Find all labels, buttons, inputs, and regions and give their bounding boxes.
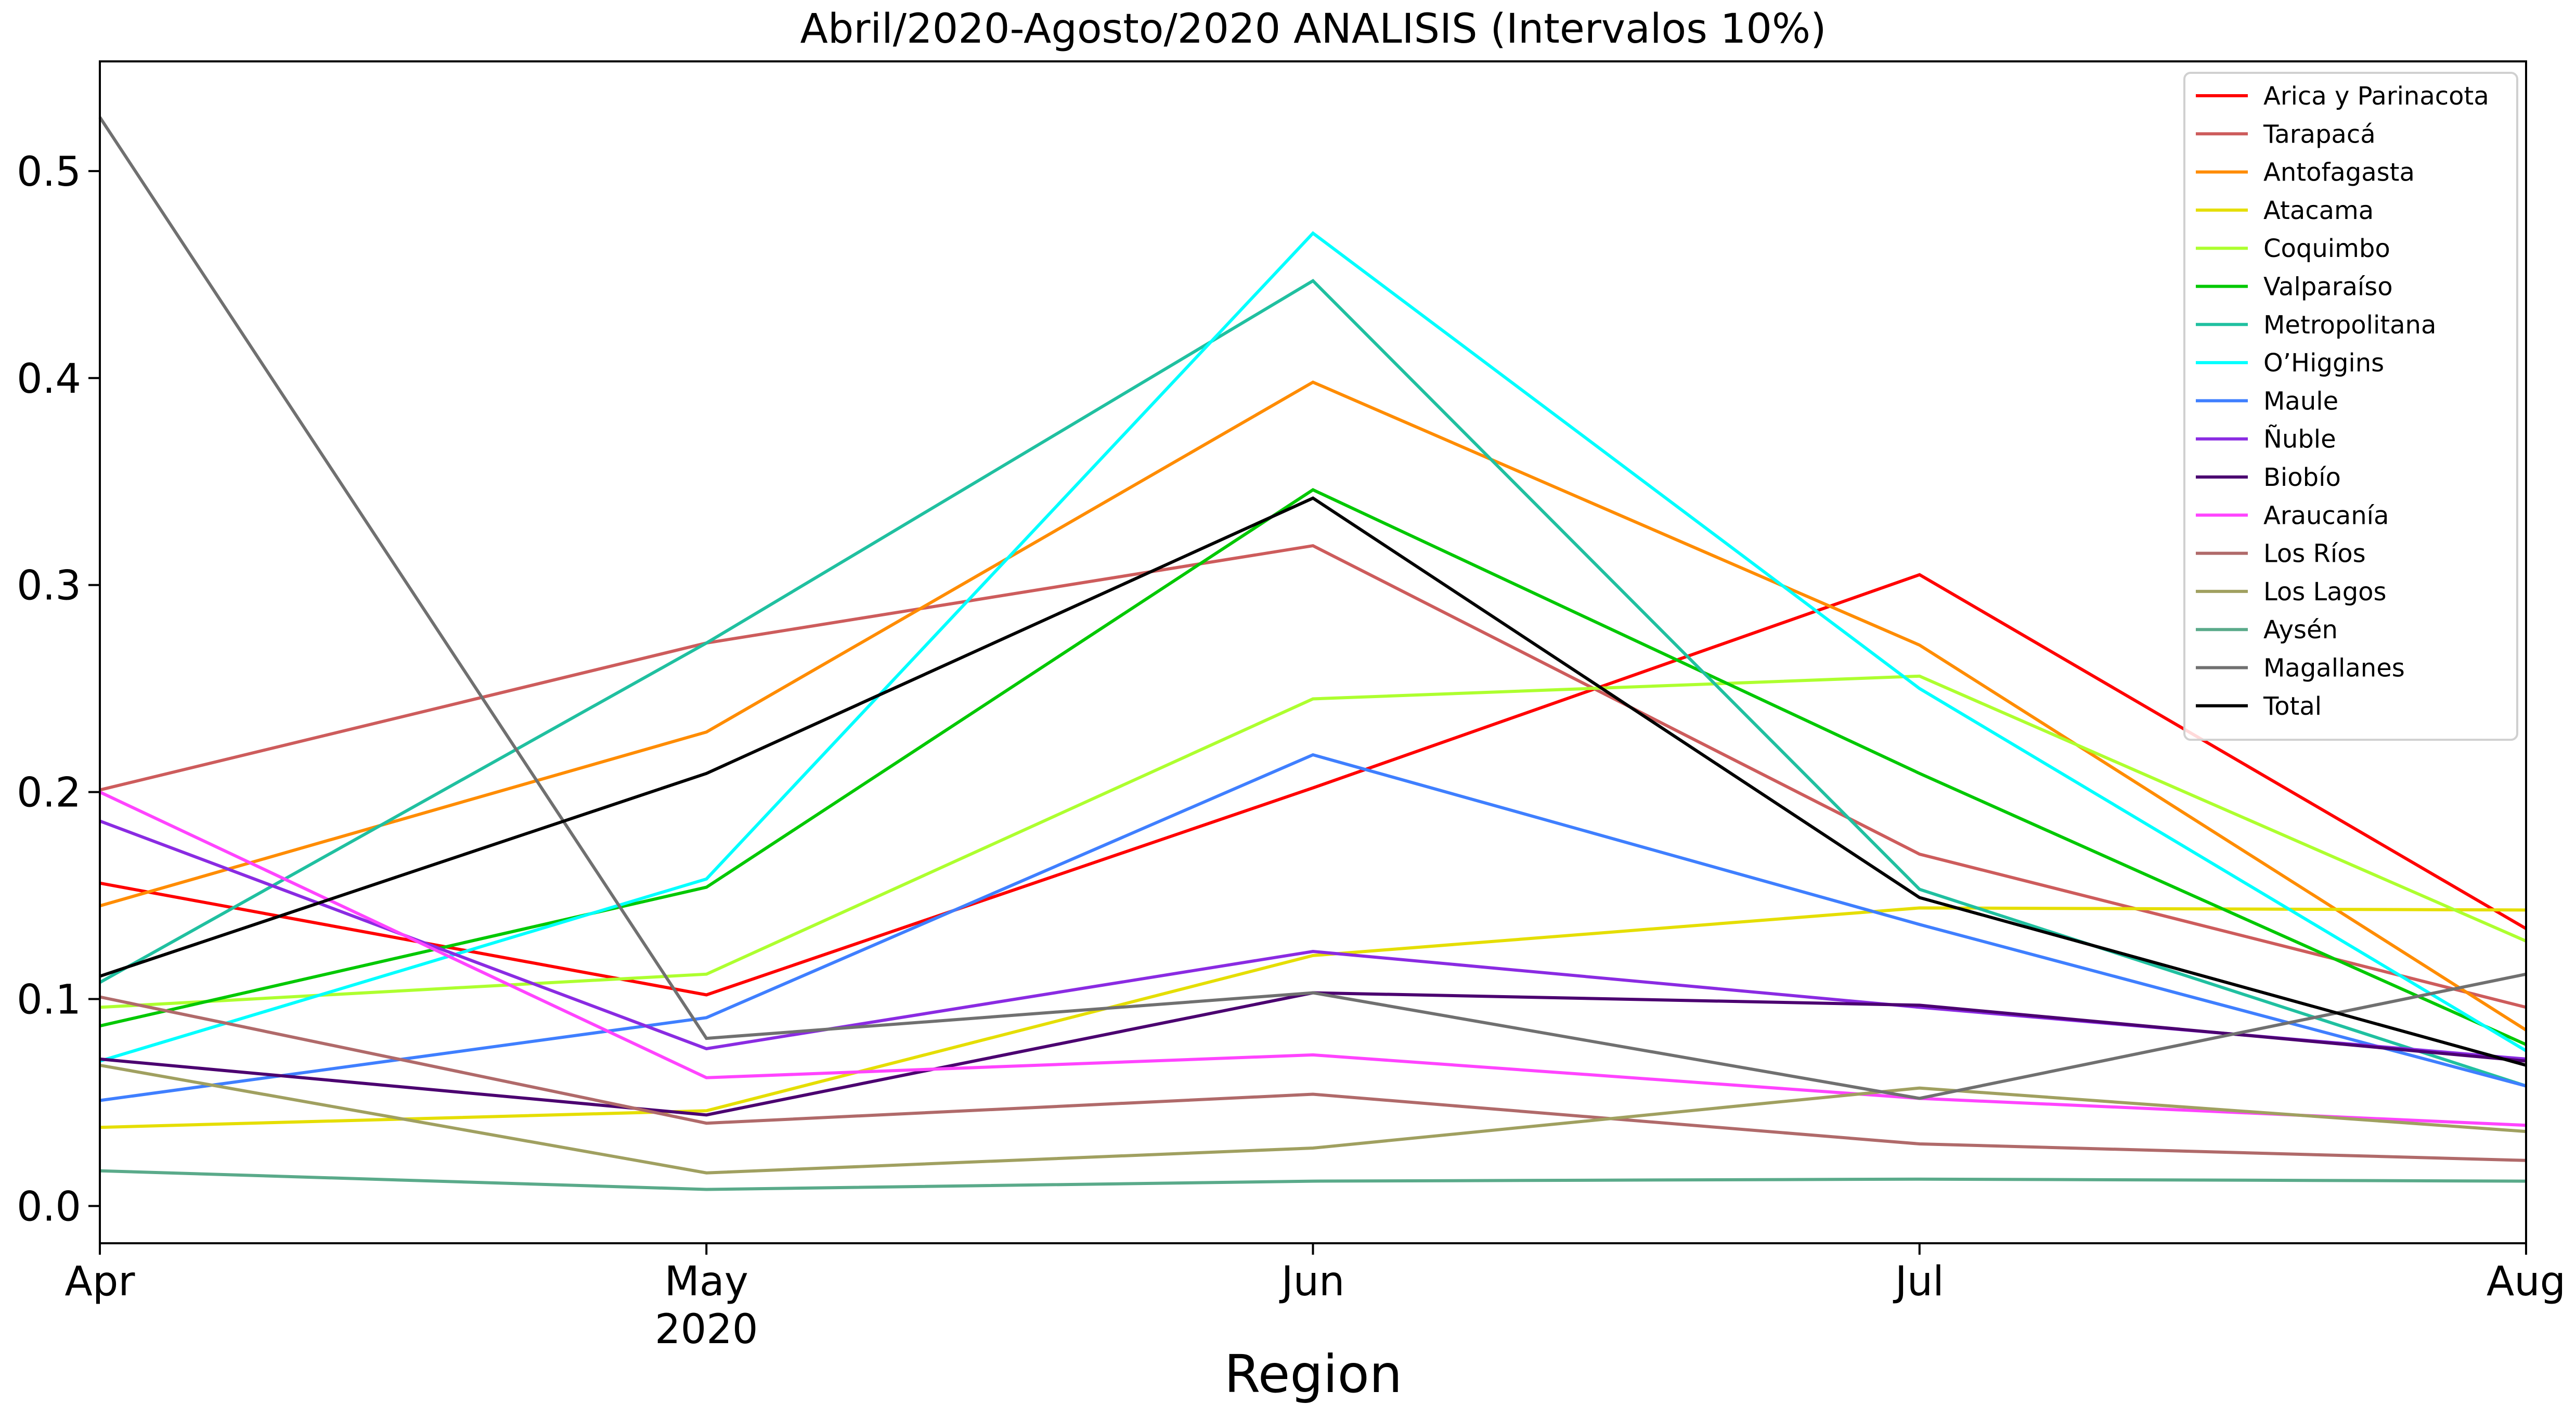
legend-label: Arica y Parinacota <box>2263 82 2489 111</box>
x-year-label: 2020 <box>655 1306 758 1353</box>
y-tick-label: 0.2 <box>17 770 81 817</box>
legend-label: Aysén <box>2263 615 2338 645</box>
x-tick-label: Aug <box>2487 1258 2566 1305</box>
legend-label: Biobío <box>2263 463 2341 492</box>
legend-label: Valparaíso <box>2263 273 2393 302</box>
legend-label: Maule <box>2263 387 2338 416</box>
legend-label: Metropolitana <box>2263 311 2436 340</box>
x-tick-label: Jun <box>1279 1258 1345 1305</box>
legend-label: O’Higgins <box>2263 349 2384 378</box>
legend-label: Tarapacá <box>2263 120 2376 149</box>
legend-label: Ñuble <box>2263 425 2336 454</box>
x-tick-label: Apr <box>65 1258 136 1305</box>
legend-label: Coquimbo <box>2263 234 2390 263</box>
legend-label: Araucanía <box>2263 501 2389 530</box>
legend-label: Antofagasta <box>2263 158 2415 187</box>
axes-layer: 0.0 0.1 0.2 0.3 0.4 0.5 Apr May Jun Jul Aug 2020 <box>17 149 2566 1353</box>
chart-title: Abril/2020-Agosto/2020 ANALISIS (Interva… <box>800 6 1826 53</box>
x-tick-label: Jul <box>1893 1258 1944 1305</box>
legend-label: Atacama <box>2263 196 2374 225</box>
y-tick-label: 0.0 <box>17 1183 81 1230</box>
y-tick-label: 0.4 <box>17 356 81 403</box>
x-tick-label: May <box>665 1258 748 1305</box>
legend-label: Total <box>2263 692 2322 721</box>
legend: Arica y Parinacota Tarapacá Antofagasta Ata… <box>2183 72 2518 741</box>
legend-label: Los Lagos <box>2263 577 2387 607</box>
legend-label: Los Ríos <box>2263 539 2366 569</box>
x-axis-label: Region <box>1224 1344 1402 1405</box>
legend-label: Magallanes <box>2263 654 2405 683</box>
y-tick-label: 0.1 <box>17 976 81 1023</box>
series-layer <box>98 116 2527 1191</box>
legend-box <box>2183 72 2518 741</box>
y-tick-label: 0.3 <box>17 563 81 610</box>
y-tick-label: 0.5 <box>17 149 81 196</box>
